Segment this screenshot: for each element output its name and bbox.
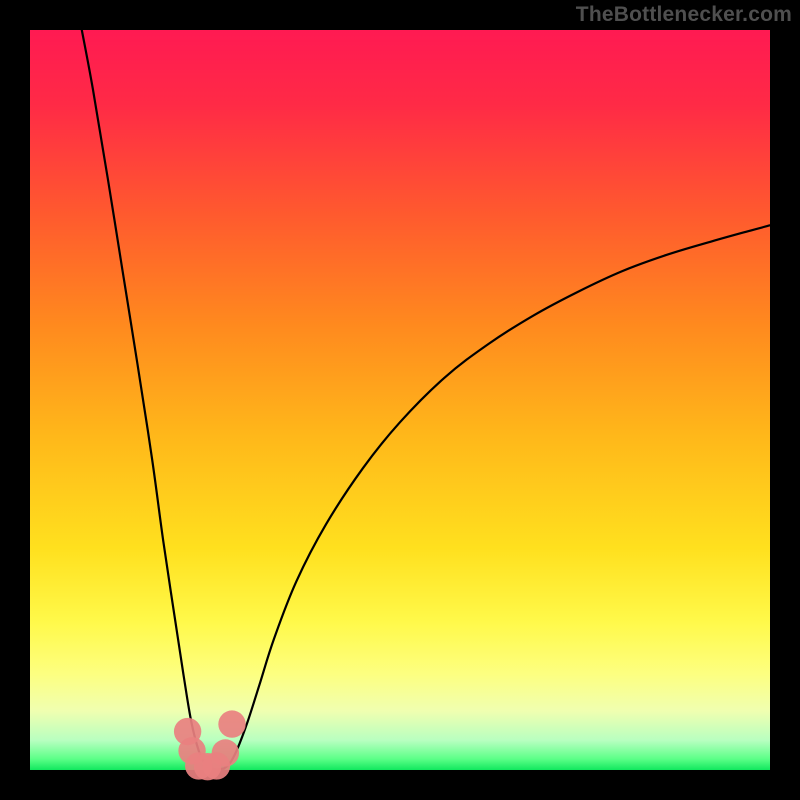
chart-svg <box>0 0 800 800</box>
plot-area <box>30 30 770 770</box>
stage: TheBottlenecker.com <box>0 0 800 800</box>
marker-m-left2 <box>174 718 201 745</box>
marker-m-upper <box>218 710 245 737</box>
